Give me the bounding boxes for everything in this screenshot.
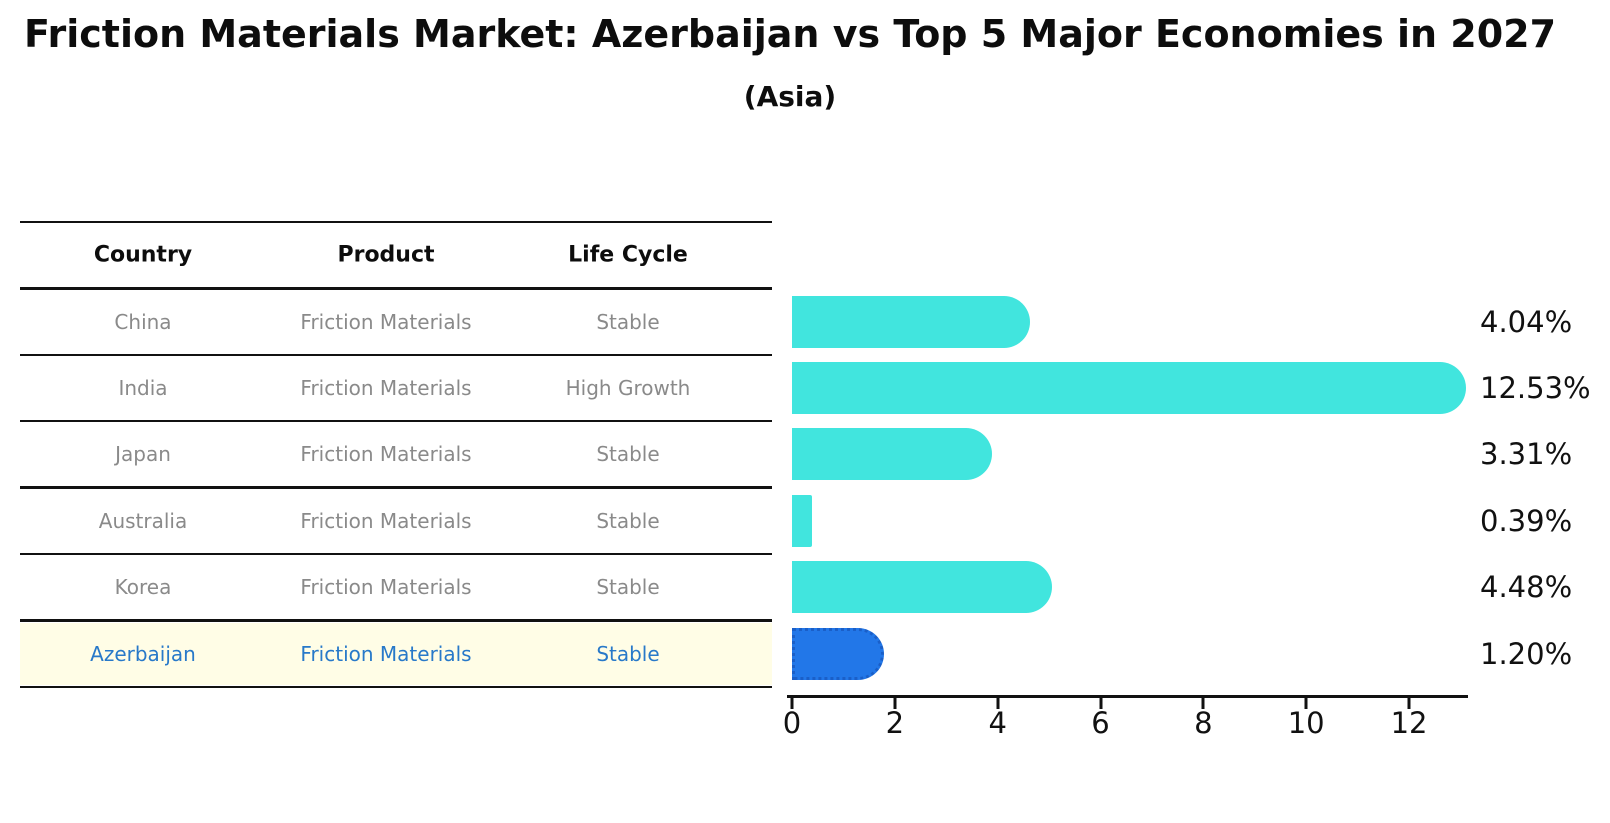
cell-country: Australia xyxy=(98,508,188,533)
value-label: 3.31% xyxy=(1480,437,1573,472)
x-axis-tick-label: 10 xyxy=(1287,706,1325,740)
chart-title: Friction Materials Market: Azerbaijan vs… xyxy=(23,12,1557,56)
x-axis-tick xyxy=(1201,697,1205,709)
x-axis-line xyxy=(787,695,1468,698)
bar-japan xyxy=(792,428,993,481)
bar-australia xyxy=(792,494,813,547)
value-label: 1.20% xyxy=(1480,636,1573,671)
table-divider xyxy=(20,486,772,489)
highlighted-row-band xyxy=(20,622,772,685)
table-divider xyxy=(20,353,772,357)
cell-product: Friction Materials xyxy=(300,376,472,400)
cell-country: Korea xyxy=(114,575,172,600)
value-label: 4.04% xyxy=(1480,304,1573,339)
cell-country: China xyxy=(114,309,172,334)
cell-product: Friction Materials xyxy=(300,508,472,533)
value-label: 4.48% xyxy=(1480,570,1573,605)
bar-china xyxy=(792,295,1030,348)
x-axis-tick-label: 12 xyxy=(1390,706,1428,740)
x-axis-tick xyxy=(1099,697,1103,709)
x-axis-tick-label: 8 xyxy=(1194,706,1213,740)
cell-life_cycle: Stable xyxy=(596,641,660,666)
cell-life_cycle: Stable xyxy=(596,508,660,533)
cell-life_cycle: Stable xyxy=(596,442,660,467)
x-axis-tick xyxy=(1407,697,1411,709)
table-divider xyxy=(20,619,772,622)
x-axis-tick xyxy=(996,697,1000,709)
value-label: 0.39% xyxy=(1480,503,1573,538)
bar-india xyxy=(792,362,1467,414)
cell-life_cycle: High Growth xyxy=(565,376,691,400)
column-header-country: Country xyxy=(93,242,193,268)
chart-subtitle: (Asia) xyxy=(743,80,837,113)
x-axis-tick-label: 0 xyxy=(782,706,802,740)
table-divider xyxy=(20,552,772,556)
table-divider xyxy=(20,220,772,224)
cell-product: Friction Materials xyxy=(300,641,472,666)
column-header-life-cycle: Life Cycle xyxy=(568,242,688,268)
bar-korea xyxy=(792,561,1053,614)
x-axis-tick-label: 4 xyxy=(988,706,1007,740)
table-divider xyxy=(20,287,772,290)
x-axis-tick xyxy=(1304,697,1308,709)
cell-country: Azerbaijan xyxy=(90,641,196,666)
cell-product: Friction Materials xyxy=(300,575,472,600)
x-axis-tick xyxy=(893,697,897,709)
cell-country: India xyxy=(118,376,168,400)
cell-product: Friction Materials xyxy=(300,309,472,334)
x-axis-tick xyxy=(790,697,794,709)
value-label: 12.53% xyxy=(1480,371,1591,405)
cell-life_cycle: Stable xyxy=(596,575,660,600)
table-divider xyxy=(20,419,772,423)
cell-country: Japan xyxy=(115,442,171,467)
x-axis-tick-label: 6 xyxy=(1091,706,1110,740)
x-axis-tick-label: 2 xyxy=(885,706,905,740)
column-header-product: Product xyxy=(337,242,435,268)
cell-life_cycle: Stable xyxy=(596,309,660,334)
bar-azerbaijan xyxy=(792,627,884,680)
table-divider xyxy=(20,685,772,689)
cell-product: Friction Materials xyxy=(300,442,472,467)
